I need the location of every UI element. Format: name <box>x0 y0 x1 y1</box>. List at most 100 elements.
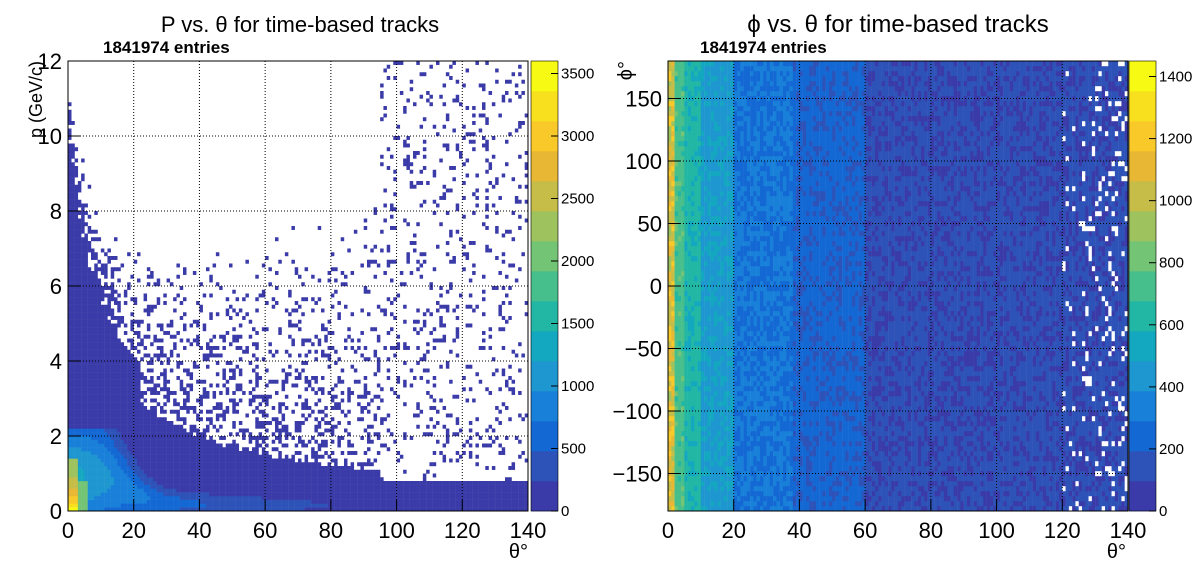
chart1-bin <box>156 421 161 425</box>
chart1-bin <box>110 364 115 369</box>
chart1-bin <box>77 417 82 422</box>
chart1-bin <box>403 383 407 388</box>
chart1-bin <box>304 462 309 467</box>
chart1-bin <box>192 409 197 414</box>
chart1-bin <box>87 248 92 253</box>
chart1-bin <box>472 488 476 493</box>
chart1-bin <box>120 372 125 377</box>
chart1-bin <box>87 432 92 437</box>
chart1-bin <box>84 406 88 410</box>
chart2-bin <box>668 71 672 77</box>
chart1-bin <box>68 409 72 414</box>
chart1-bin <box>117 293 121 298</box>
chart1-bin <box>87 364 92 369</box>
chart1-bin <box>514 492 519 497</box>
chart1-bin <box>143 443 148 448</box>
chart1-bin <box>104 496 108 500</box>
chart1-bin <box>475 196 479 200</box>
chart1-bin <box>160 372 164 377</box>
chart1-bin <box>179 443 184 448</box>
chart1-bin <box>153 439 157 444</box>
chart1-bin <box>146 473 151 478</box>
chart1-bin <box>133 507 138 512</box>
chart1-bin <box>252 462 256 467</box>
chart1-bin <box>294 499 299 504</box>
chart1-bin <box>133 383 138 388</box>
chart1-bin <box>107 391 111 395</box>
chart1-bin <box>242 349 246 354</box>
chart1-bin <box>508 376 512 380</box>
chart1-bin <box>271 507 276 512</box>
chart1-bin <box>429 286 433 290</box>
chart1-y-tick-label: 6 <box>50 274 62 299</box>
chart1-bin <box>268 458 272 463</box>
chart1-bin <box>229 398 233 403</box>
chart1-bin <box>104 274 108 279</box>
chart1-bin <box>189 484 194 489</box>
chart1-bin <box>353 503 358 508</box>
chart1-bin <box>409 162 414 167</box>
chart1-bin <box>104 263 108 268</box>
chart1-bin <box>107 331 111 335</box>
chart1-bin <box>330 451 335 455</box>
chart1-bin <box>307 484 312 489</box>
chart1-bin <box>77 454 82 459</box>
chart1-bin <box>87 439 92 444</box>
chart1-bin <box>94 237 98 242</box>
chart2-bin <box>674 336 679 342</box>
chart1-bin <box>153 421 157 425</box>
chart1-bin <box>150 466 154 470</box>
chart1-bin <box>301 402 305 407</box>
chart1-bin <box>146 454 151 459</box>
chart2-bin <box>668 446 672 452</box>
chart1-bin <box>212 447 217 452</box>
chart1-bin <box>419 203 424 208</box>
chart1-bin <box>390 214 394 219</box>
chart1-bin <box>222 507 226 512</box>
chart1-bin <box>114 361 118 365</box>
chart1-bin <box>337 316 341 320</box>
chart1-bin <box>413 241 417 245</box>
chart1-bin <box>97 454 102 459</box>
chart1-bin <box>107 327 111 332</box>
chart1-bin <box>472 484 476 489</box>
chart1-bin <box>143 398 148 403</box>
chart1-bin <box>130 454 134 459</box>
chart1-bin <box>84 477 88 482</box>
chart1-bin <box>173 477 177 482</box>
chart1-bin <box>429 417 433 422</box>
chart2-bin <box>681 211 685 217</box>
chart1-bin <box>284 394 289 399</box>
chart1-bin <box>114 499 118 504</box>
chart1-bin <box>439 507 443 512</box>
chart1-bin <box>160 496 164 500</box>
chart1-bin <box>71 286 75 290</box>
chart1-bin <box>327 503 332 508</box>
chart1-bin <box>409 436 414 440</box>
chart1-bin <box>284 488 289 493</box>
chart1-bin <box>508 79 512 84</box>
chart1-color-swatch <box>531 301 558 332</box>
chart1-bin <box>133 473 138 478</box>
chart1-bin <box>314 496 318 500</box>
chart2-bin <box>681 351 685 357</box>
chart1-bin <box>222 372 226 377</box>
chart1-z-tick-label: 500 <box>561 441 586 458</box>
chart1-bin <box>166 484 171 489</box>
chart1-x-tick-label: 20 <box>121 518 145 543</box>
chart1-bin <box>268 466 272 470</box>
chart1-bin <box>265 398 269 403</box>
chart1-bin <box>127 353 131 358</box>
chart1-bin <box>68 188 72 193</box>
chart1-bin <box>71 447 75 452</box>
chart1-bin <box>183 484 187 489</box>
chart1-bin <box>462 492 466 497</box>
chart1-bin <box>176 274 180 279</box>
chart1-bin <box>225 481 230 485</box>
chart1-bin <box>219 436 223 440</box>
chart2-bin <box>671 461 675 467</box>
chart1-bin <box>235 462 240 467</box>
chart1-bin <box>334 484 338 489</box>
chart2-bin <box>674 106 679 112</box>
chart1-bin <box>117 492 121 497</box>
